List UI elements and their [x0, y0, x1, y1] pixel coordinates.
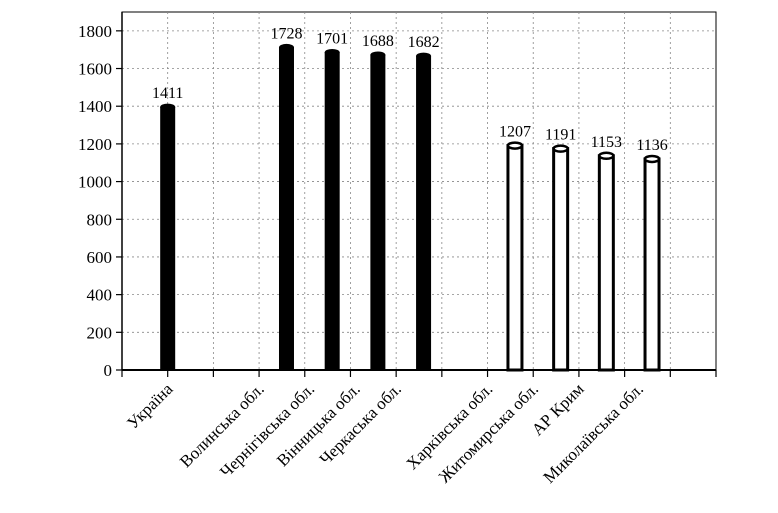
y-tick-label: 1200 — [78, 135, 112, 154]
y-tick-label: 1400 — [78, 97, 112, 116]
bar — [597, 154, 615, 372]
y-tick-label: 1800 — [78, 22, 112, 41]
bar — [160, 106, 176, 371]
data-label: 1153 — [591, 134, 622, 151]
y-tick-label: 400 — [87, 286, 113, 305]
data-label: 1701 — [316, 30, 348, 47]
y-tick-label: 800 — [87, 210, 113, 229]
bar-cap — [598, 151, 615, 161]
bar — [506, 144, 524, 372]
bar-cap — [370, 51, 386, 59]
bars — [160, 43, 661, 372]
data-label: 1191 — [545, 127, 576, 144]
y-tick-label: 600 — [87, 248, 113, 267]
axes — [116, 12, 717, 377]
y-tick-label: 1000 — [78, 173, 112, 192]
category-labels: Україна Волинська обл.Чернігівська обл.Ві… — [123, 379, 647, 487]
x-category-label: Україна — [123, 379, 177, 433]
data-label: 1207 — [499, 124, 531, 141]
bar — [416, 55, 432, 371]
x-category-label: Миколаївська обл. — [540, 379, 648, 487]
data-label: 1136 — [636, 137, 667, 154]
bar — [552, 147, 570, 372]
bar-cap — [552, 144, 569, 153]
data-label: 1682 — [408, 34, 440, 51]
bar — [278, 46, 294, 371]
data-label: 1728 — [270, 25, 302, 42]
value-labels: 1411 1728 1701 1688 1682 1207 1191 1153 1136 — [152, 25, 668, 154]
data-label: 1688 — [362, 33, 394, 50]
x-category-label: Волинська обл. — [176, 379, 268, 471]
y-tick-label: 1600 — [78, 60, 112, 79]
bar-cap — [506, 141, 524, 150]
y-tick-label: 200 — [87, 323, 113, 342]
bar-cap — [416, 52, 432, 60]
bar-cap — [324, 48, 340, 56]
bar — [324, 51, 340, 371]
bar-cap — [643, 154, 661, 164]
bar — [370, 54, 386, 371]
data-label: 1411 — [152, 85, 183, 102]
y-tick-label: 0 — [104, 361, 113, 380]
bar-cap — [160, 103, 176, 111]
bar — [643, 157, 661, 372]
y-tick-labels: 0 200 400 600 800 1000 1200 1400 1600 1800 — [78, 22, 112, 380]
bar-cap — [278, 43, 294, 51]
